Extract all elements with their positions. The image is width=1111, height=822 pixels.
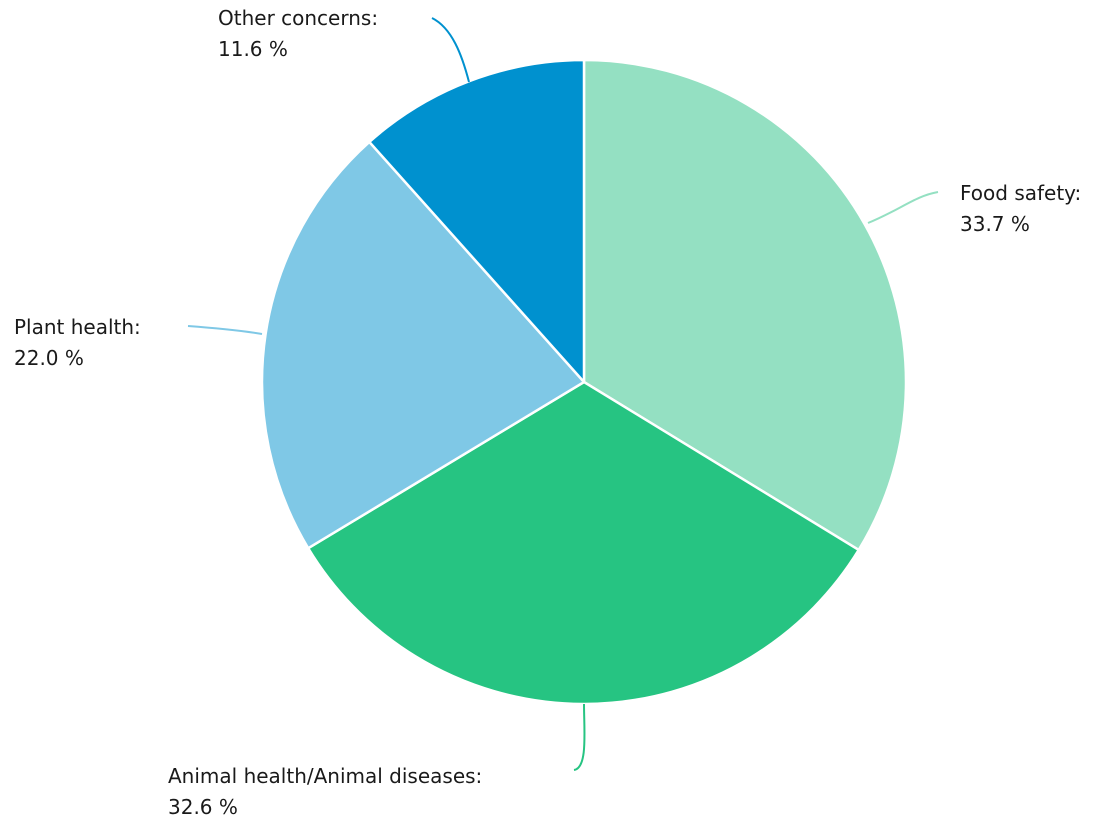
leader-line [573,703,586,771]
slice-label-value: 22.0 % [14,346,84,370]
slice-label-value: 33.7 % [960,212,1030,236]
slice-label-name: Plant health: [14,315,141,339]
slice-label: Animal health/Animal diseases: 32.6 % [168,764,482,819]
leader-lines [187,17,939,771]
slice-label-name: Animal health/Animal diseases: [168,764,482,788]
slice-label-value: 32.6 % [168,795,238,819]
pie-slice [306,380,860,706]
slice-label-name: Other concerns: [218,6,378,30]
slice-labels: Food safety: 33.7 % Animal health/Animal d… [14,6,1081,819]
slice-label: Food safety: 33.7 % [960,181,1081,236]
pie-slices [260,58,908,706]
leader-line [431,17,470,83]
pie-slice [260,140,586,550]
slice-label: Other concerns: 11.6 % [218,6,378,61]
slice-label: Plant health: 22.0 % [14,315,141,370]
leader-line [867,191,939,224]
slice-label-name: Food safety: [960,181,1081,205]
leader-line [187,325,263,335]
pie-slice [582,58,908,552]
slice-label-value: 11.6 % [218,37,288,61]
